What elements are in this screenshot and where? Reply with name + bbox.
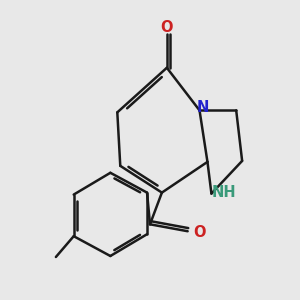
Text: NH: NH (212, 185, 236, 200)
Text: O: O (160, 20, 173, 35)
Text: O: O (193, 225, 206, 240)
Text: N: N (197, 100, 209, 116)
